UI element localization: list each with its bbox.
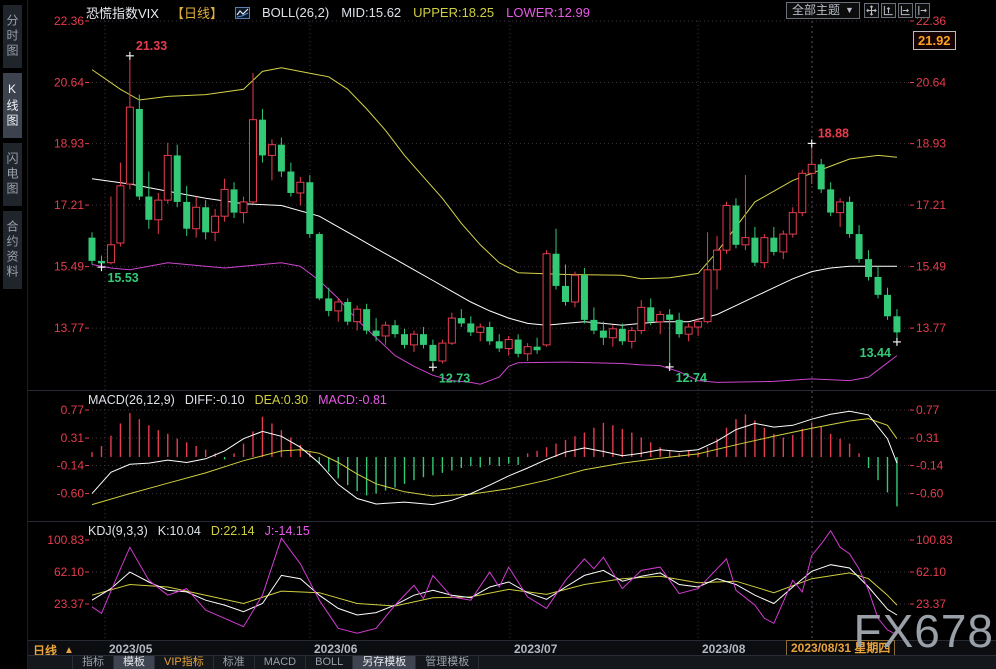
svg-text:-0.14: -0.14 bbox=[916, 459, 944, 473]
kdj-panel-header: KDJ(9,3,3) K:10.04 D:22.14 J:-14.15 bbox=[88, 524, 310, 538]
fit-vertical-icon[interactable] bbox=[881, 3, 896, 18]
kdj-d-value: D:22.14 bbox=[210, 524, 255, 538]
boll-mid-value: MID:15.62 bbox=[341, 5, 402, 20]
period-selector[interactable]: 日线 ▲ bbox=[33, 642, 74, 659]
boll-lower-value: LOWER:12.99 bbox=[506, 5, 590, 20]
theme-dropdown[interactable]: 全部主题 ▼ bbox=[786, 2, 860, 19]
svg-text:12.74: 12.74 bbox=[676, 371, 707, 385]
svg-text:13.44: 13.44 bbox=[860, 346, 891, 360]
sidebar-item-contract-info[interactable]: 合约资料 bbox=[3, 211, 22, 289]
svg-text:15.49: 15.49 bbox=[54, 260, 84, 274]
indicator-chart-icon bbox=[234, 6, 250, 19]
svg-text:17.21: 17.21 bbox=[916, 198, 946, 212]
chart-header: 恐慌指数VIX 【日线】 BOLL(26,2) MID:15.62 UPPER:… bbox=[86, 3, 590, 22]
svg-text:2023/08: 2023/08 bbox=[702, 642, 746, 656]
kdj-j-value: J:-14.15 bbox=[264, 524, 310, 538]
svg-text:0.77: 0.77 bbox=[916, 403, 940, 417]
svg-text:23.37: 23.37 bbox=[916, 597, 946, 611]
period-tag: 【日线】 bbox=[170, 6, 223, 21]
tab-save-template[interactable]: 另存模板 bbox=[352, 656, 416, 669]
svg-text:-0.14: -0.14 bbox=[57, 459, 85, 473]
chevron-down-icon: ▼ bbox=[845, 5, 854, 15]
kdj-k-value: K:10.04 bbox=[157, 524, 201, 538]
svg-text:2023/05: 2023/05 bbox=[109, 642, 153, 656]
macd-macd-value: MACD:-0.81 bbox=[318, 393, 387, 407]
svg-text:0.31: 0.31 bbox=[916, 431, 940, 445]
triangle-up-icon: ▲ bbox=[64, 645, 74, 656]
svg-text:18.93: 18.93 bbox=[54, 137, 84, 151]
macd-panel-header: MACD(26,12,9) DIFF:-0.10 DEA:0.30 MACD:-… bbox=[88, 393, 387, 407]
bottom-toolbar: 指标 模板 VIP指标 标准 MACD BOLL 另存模板 管理模板 bbox=[28, 655, 996, 669]
axis-date-marker: 2023/08/31 星期四 bbox=[786, 640, 896, 656]
svg-text:22.36: 22.36 bbox=[54, 14, 84, 28]
kdj-title[interactable]: KDJ(9,3,3) bbox=[88, 524, 148, 538]
svg-text:2023/06: 2023/06 bbox=[314, 642, 358, 656]
svg-text:62.10: 62.10 bbox=[54, 565, 84, 579]
svg-text:2023/07: 2023/07 bbox=[514, 642, 558, 656]
chart-tool-buttons bbox=[864, 3, 930, 18]
tab-macd[interactable]: MACD bbox=[253, 656, 305, 669]
svg-text:15.53: 15.53 bbox=[107, 271, 138, 285]
period-label: 日线 bbox=[33, 644, 58, 658]
tab-boll[interactable]: BOLL bbox=[305, 656, 352, 669]
svg-text:12.73: 12.73 bbox=[439, 371, 470, 385]
svg-text:62.10: 62.10 bbox=[916, 565, 946, 579]
svg-text:18.88: 18.88 bbox=[818, 126, 849, 140]
svg-text:-0.60: -0.60 bbox=[57, 487, 85, 501]
macd-title[interactable]: MACD(26,12,9) bbox=[88, 393, 175, 407]
tab-manage-templates[interactable]: 管理模板 bbox=[415, 656, 480, 669]
svg-text:100.83: 100.83 bbox=[916, 533, 953, 547]
macd-diff-value: DIFF:-0.10 bbox=[184, 393, 245, 407]
tab-templates[interactable]: 模板 bbox=[113, 656, 154, 669]
theme-dropdown-label: 全部主题 bbox=[792, 3, 841, 17]
sidebar-item-time-chart[interactable]: 分时图 bbox=[3, 5, 22, 68]
sidebar-item-flash-chart[interactable]: 闪电图 bbox=[3, 143, 22, 206]
fit-horizontal-icon[interactable] bbox=[898, 3, 913, 18]
indicator-name: BOLL(26,2) bbox=[261, 5, 330, 20]
left-sidebar: 分时图 K线图 闪电图 合约资料 bbox=[0, 0, 28, 669]
pan-arrows-icon[interactable] bbox=[864, 3, 879, 18]
tab-vip-indicators[interactable]: VIP指标 bbox=[154, 656, 213, 669]
svg-text:13.77: 13.77 bbox=[916, 321, 946, 335]
macd-dea-value: DEA:0.30 bbox=[254, 393, 309, 407]
svg-text:100.83: 100.83 bbox=[47, 533, 84, 547]
shift-right-icon[interactable] bbox=[915, 3, 930, 18]
svg-text:21.33: 21.33 bbox=[136, 39, 167, 53]
svg-text:0.31: 0.31 bbox=[61, 431, 85, 445]
instrument-title: 恐慌指数VIX bbox=[86, 6, 159, 21]
sidebar-item-kline-chart[interactable]: K线图 bbox=[3, 73, 22, 138]
svg-text:-0.60: -0.60 bbox=[916, 487, 944, 501]
boll-upper-value: UPPER:18.25 bbox=[413, 5, 495, 20]
svg-text:23.37: 23.37 bbox=[54, 597, 84, 611]
svg-text:13.77: 13.77 bbox=[54, 321, 84, 335]
svg-text:20.64: 20.64 bbox=[54, 75, 84, 89]
svg-text:0.77: 0.77 bbox=[61, 403, 85, 417]
svg-text:20.64: 20.64 bbox=[916, 75, 946, 89]
tab-indicators[interactable]: 指标 bbox=[72, 656, 113, 669]
svg-text:17.21: 17.21 bbox=[54, 198, 84, 212]
svg-text:18.93: 18.93 bbox=[916, 137, 946, 151]
svg-text:15.49: 15.49 bbox=[916, 260, 946, 274]
axis-price-marker: 21.92 bbox=[913, 31, 956, 50]
tab-standard[interactable]: 标准 bbox=[212, 656, 254, 669]
